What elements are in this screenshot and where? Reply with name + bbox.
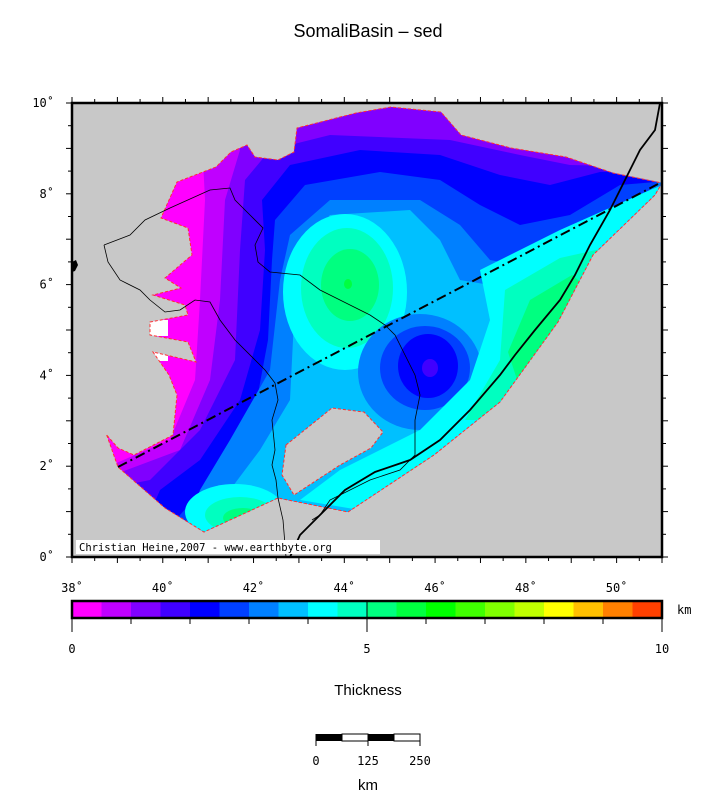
credit-text: Christian Heine,2007 - www.earthbyte.org (79, 542, 332, 554)
colorbar-cell (455, 601, 485, 618)
colorbar-label: 10 (655, 642, 669, 656)
border-somalia-ethiopia (103, 187, 421, 521)
colorbar: 0 5 10 (68, 599, 669, 656)
profile-line (117, 183, 659, 468)
colorbar-cell (219, 601, 249, 618)
colorbar-cell (101, 601, 131, 618)
lon-label: 46˚ (424, 580, 446, 595)
lat-label: 4˚ (40, 367, 54, 382)
lat-label: 6˚ (40, 277, 54, 292)
axis-labels: 38˚ 40˚ 42˚ 44˚ 46˚ 48˚ 50˚ 0˚ 2˚ 4˚ 6˚ 8˚ 10˚ (32, 95, 627, 595)
map-title: SomaliBasin – sed (293, 21, 442, 41)
scale-label-125: 125 (357, 754, 379, 768)
lat-label: 10˚ (32, 95, 54, 110)
coastline (289, 103, 661, 557)
scale-unit: km (358, 777, 378, 794)
lon-label: 42˚ (243, 580, 265, 595)
lon-label: 38˚ (61, 580, 83, 595)
colorbar-cell (367, 601, 397, 618)
colorbar-cell (249, 601, 279, 618)
colorbar-title: Thickness (334, 682, 402, 699)
colorbar-cell (514, 601, 544, 618)
coast-fragment (72, 260, 78, 272)
scale-bar: 0 125 250 km (312, 733, 431, 794)
frame-ticks (66, 97, 668, 563)
lat-label: 8˚ (40, 186, 54, 201)
border-kenya (103, 244, 287, 557)
colorbar-cell (396, 601, 426, 618)
colorbar-cell (131, 601, 161, 618)
colorbar-label: 5 (363, 642, 370, 656)
colorbar-cell (337, 601, 367, 618)
lon-label: 44˚ (333, 580, 355, 595)
credit-box (76, 540, 380, 554)
colorbar-cell (544, 601, 574, 618)
colorbar-cell (632, 601, 662, 618)
lon-label: 40˚ (152, 580, 174, 595)
colorbar-cell (573, 601, 603, 618)
colorbar-cell (308, 601, 338, 618)
basin-outline (106, 106, 662, 533)
scale-segment (368, 734, 394, 741)
scale-segment (341, 733, 369, 742)
scale-segment (393, 733, 421, 742)
lon-label: 50˚ (606, 580, 628, 595)
colorbar-cell (485, 601, 515, 618)
colorbar-label: 0 (68, 642, 75, 656)
colorbar-cell (190, 601, 220, 618)
colorbar-cell (426, 601, 456, 618)
colorbar-cell (603, 601, 633, 618)
scale-label-250: 250 (409, 754, 431, 768)
lon-label: 48˚ (515, 580, 537, 595)
colorbar-cell (160, 601, 190, 618)
colorbar-unit: km (677, 603, 691, 617)
scale-label-0: 0 (312, 754, 319, 768)
colorbar-cell (278, 601, 308, 618)
lat-label: 0˚ (40, 549, 54, 564)
colorbar-cell (72, 601, 102, 618)
scale-segment (316, 734, 342, 741)
lat-label: 2˚ (40, 458, 54, 473)
